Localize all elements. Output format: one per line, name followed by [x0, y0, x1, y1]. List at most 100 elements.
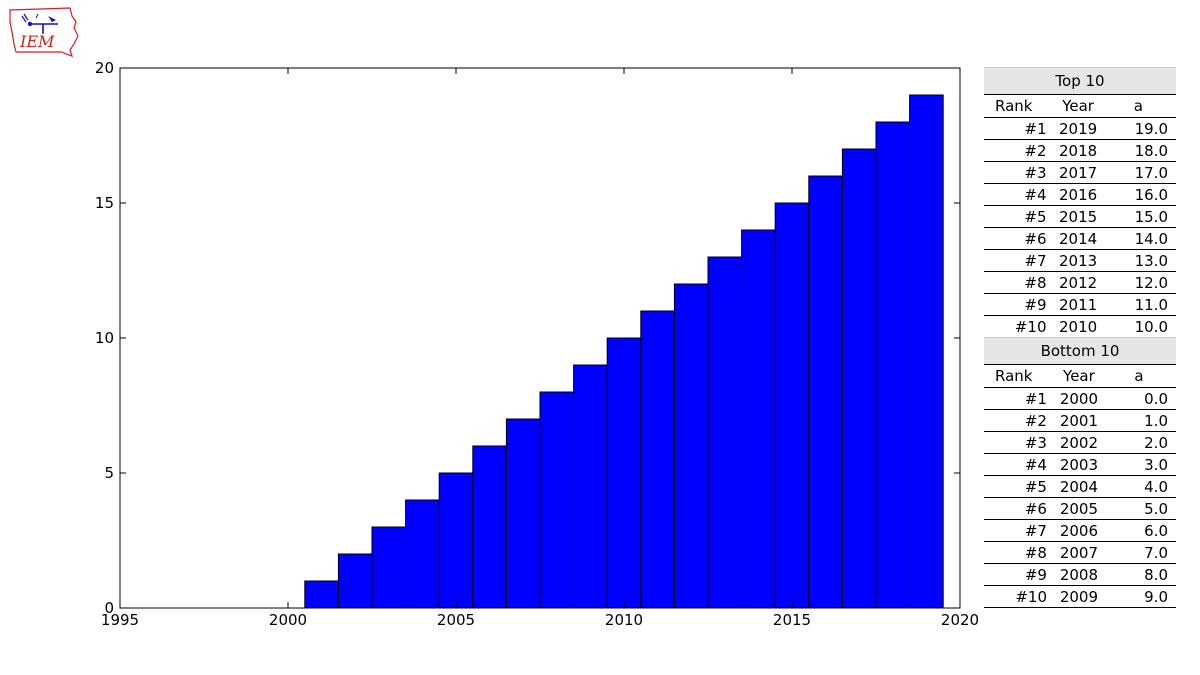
value-cell: 3.0	[1109, 453, 1176, 476]
bar	[673, 283, 709, 609]
year-cell: 2015	[1047, 205, 1109, 228]
bar	[371, 526, 407, 609]
rank-cell: #9	[984, 563, 1048, 586]
x-tick-label: 2000	[269, 611, 307, 629]
table-row: #3 2002 2.0	[984, 431, 1176, 454]
table-row: #8 2012 12.0	[984, 271, 1176, 294]
bar	[909, 94, 944, 609]
year-cell: 2005	[1047, 497, 1110, 520]
top-10-title: Top 10	[984, 67, 1176, 95]
year-cell: 2003	[1047, 453, 1110, 476]
table-row: #2 2018 18.0	[984, 139, 1176, 162]
year-cell: 2011	[1047, 293, 1109, 316]
year-cell: 2014	[1047, 227, 1109, 250]
bar	[505, 418, 541, 609]
rank-cell: #3	[984, 431, 1048, 454]
year-cell: 2010	[1047, 315, 1109, 338]
logo-text: IEM	[19, 32, 55, 51]
col-header-year: Year	[1047, 94, 1109, 118]
y-tick-label: 15	[95, 194, 114, 212]
value-cell: 7.0	[1109, 541, 1176, 564]
value-cell: 11.0	[1108, 293, 1176, 316]
table-row: #7 2006 6.0	[984, 519, 1176, 542]
bar	[539, 391, 575, 609]
rank-cell: #4	[984, 453, 1048, 476]
table-row: #7 2013 13.0	[984, 249, 1176, 272]
value-cell: 18.0	[1108, 139, 1176, 162]
rank-cell: #5	[984, 475, 1048, 498]
table-row: #3 2017 17.0	[984, 161, 1176, 184]
rank-cell: #2	[984, 409, 1048, 432]
col-header-rank: Rank	[984, 94, 1048, 118]
x-tick-label: 2005	[437, 611, 475, 629]
iem-logo: IEM	[9, 7, 79, 57]
year-cell: 2016	[1047, 183, 1109, 206]
rank-cell: #8	[984, 271, 1048, 294]
bar	[304, 580, 339, 609]
table-row: #10 2009 9.0	[984, 585, 1176, 608]
table-row: #2 2001 1.0	[984, 409, 1176, 432]
bar	[774, 202, 810, 609]
rank-cell: #5	[984, 205, 1048, 228]
bar	[741, 229, 776, 609]
col-header-value: a	[1108, 94, 1176, 118]
bars-group	[304, 94, 944, 609]
top-10-table: Top 10 Rank Year a #1 2019 19.0 #2 2018 18.0 #…	[984, 67, 1176, 338]
bar	[438, 472, 474, 609]
x-tick-label: 1995	[101, 611, 139, 629]
value-cell: 19.0	[1108, 117, 1176, 140]
year-cell: 2018	[1047, 139, 1109, 162]
rank-cell: #9	[984, 293, 1048, 316]
year-cell: 2012	[1047, 271, 1109, 294]
bar	[640, 310, 675, 609]
table-row: #9 2011 11.0	[984, 293, 1176, 316]
bar-chart: 1995 2000 2005 2010 2015 2020 0 5 10 15 20	[95, 59, 979, 629]
y-tick-label: 0	[104, 599, 114, 617]
table-row: #6 2014 14.0	[984, 227, 1176, 250]
rank-cell: #1	[984, 387, 1048, 410]
value-cell: 1.0	[1109, 409, 1176, 432]
bar	[808, 175, 843, 609]
value-cell: 17.0	[1108, 161, 1176, 184]
year-cell: 2002	[1047, 431, 1110, 454]
x-tick-label: 2010	[605, 611, 643, 629]
bar	[606, 337, 642, 609]
rank-cell: #6	[984, 497, 1048, 520]
rank-cell: #8	[984, 541, 1048, 564]
table-row: #5 2015 15.0	[984, 205, 1176, 228]
value-cell: 6.0	[1109, 519, 1176, 542]
table-row: #8 2007 7.0	[984, 541, 1176, 564]
value-cell: 16.0	[1108, 183, 1176, 206]
table-row: #5 2004 4.0	[984, 475, 1176, 498]
bar	[875, 121, 911, 609]
y-axis: 0 5 10 15 20	[95, 59, 960, 617]
col-header-rank: Rank	[984, 364, 1048, 388]
bar	[707, 256, 743, 609]
rank-cell: #7	[984, 249, 1048, 272]
bottom-10-table: Bottom 10 Rank Year a #1 2000 0.0 #2 2001 1.0…	[984, 337, 1176, 608]
year-cell: 2000	[1047, 387, 1110, 410]
value-cell: 8.0	[1109, 563, 1176, 586]
table-row: #4 2003 3.0	[984, 453, 1176, 476]
value-cell: 14.0	[1108, 227, 1176, 250]
rank-cell: #4	[984, 183, 1048, 206]
rank-cell: #7	[984, 519, 1048, 542]
table-row: #1 2000 0.0	[984, 387, 1176, 410]
year-cell: 2006	[1047, 519, 1110, 542]
x-tick-label: 2015	[773, 611, 811, 629]
table-row: #10 2010 10.0	[984, 315, 1176, 338]
value-cell: 9.0	[1109, 585, 1176, 608]
y-tick-label: 20	[95, 59, 114, 77]
bar	[472, 445, 507, 609]
x-tick-label: 2020	[941, 611, 979, 629]
bar	[841, 148, 877, 609]
bar	[573, 364, 608, 609]
table-row: #9 2008 8.0	[984, 563, 1176, 586]
year-cell: 2017	[1047, 161, 1109, 184]
rank-cell: #10	[984, 585, 1048, 608]
year-cell: 2008	[1047, 563, 1110, 586]
bottom-10-title: Bottom 10	[984, 337, 1176, 365]
value-cell: 5.0	[1109, 497, 1176, 520]
y-tick-label: 10	[95, 329, 114, 347]
value-cell: 13.0	[1108, 249, 1176, 272]
